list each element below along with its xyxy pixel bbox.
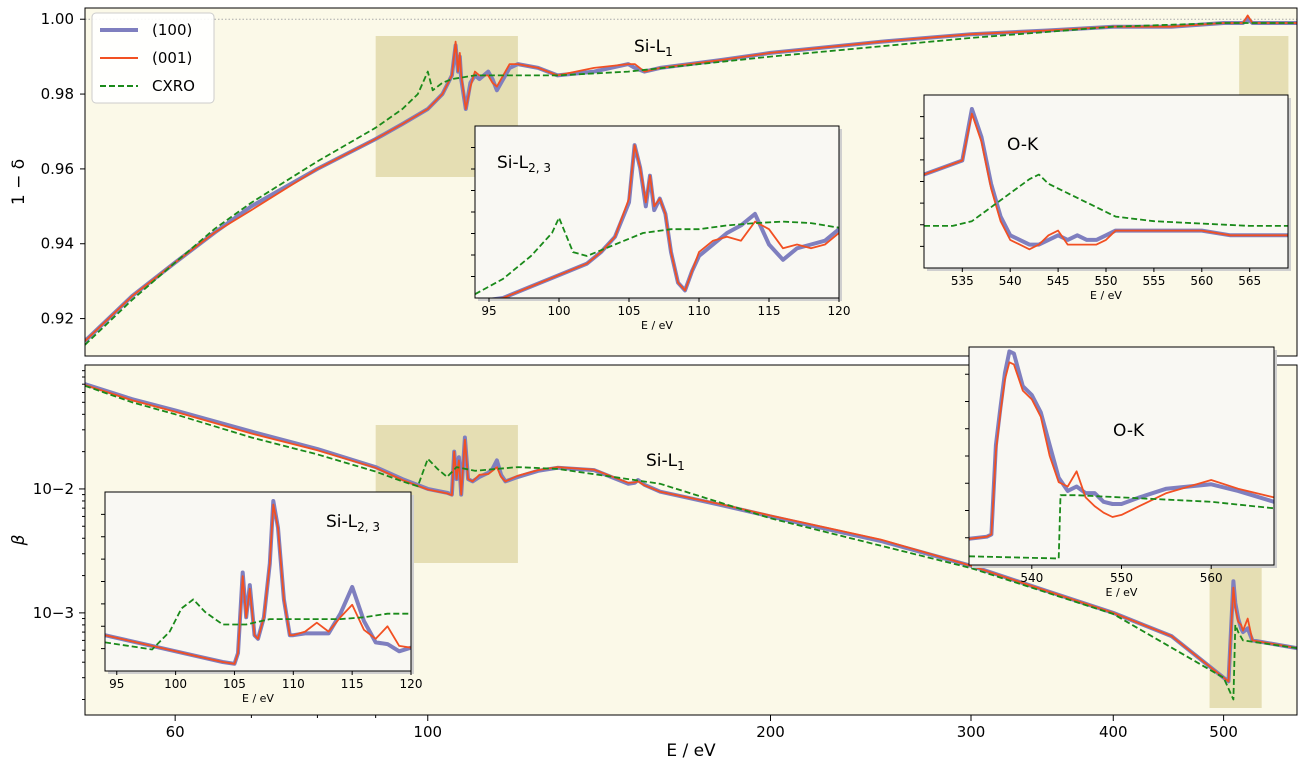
bottom-y-tick-label: 10−3 <box>33 604 74 622</box>
x-tick-label: 300 <box>957 723 986 741</box>
inset-bottom-si-background <box>105 492 411 671</box>
bottom-series <box>85 382 1297 701</box>
inset-top-si-x-tick-label: 110 <box>688 304 711 318</box>
top-series-001 <box>85 14 1297 342</box>
x-tick-label: 400 <box>1099 723 1128 741</box>
inset-top-o-x-tick-label: 545 <box>1047 274 1070 288</box>
inset-top-si-x-tick-label: 115 <box>758 304 781 318</box>
inset-top-si-x-tick-label: 95 <box>481 304 496 318</box>
inset-bottom-o-series <box>969 349 1274 560</box>
bottom-si-l1-subscript: 1 <box>677 459 685 473</box>
inset-top-si-x-tick-label: 100 <box>548 304 571 318</box>
top-y-axis-label: 1 − δ <box>9 159 29 205</box>
inset-top-o-series-001 <box>924 112 1288 251</box>
inset-bottom-si-x-tick-label: 110 <box>282 677 305 691</box>
inset-bottom-si-x-axis-label: E / eV <box>242 692 274 705</box>
inset-bottom-o-annotation: O-K <box>1113 421 1145 441</box>
bottom-plot-frame <box>84 364 1298 716</box>
inset-bottom-o: 540 550 560 E / eV O-K <box>965 346 1277 599</box>
inset-top-si-x-tick-label: 120 <box>828 304 851 318</box>
inset-top-o-annotation: O-K <box>1007 135 1039 155</box>
inset-top-si-background <box>475 126 839 298</box>
top-y-tick-label: 0.94 <box>41 235 74 253</box>
x-tick-label: 200 <box>756 723 785 741</box>
legend: (100) (001) CXRO <box>91 12 215 104</box>
top-y-tick-label: 0.96 <box>41 160 74 178</box>
top-si-l1-subscript: 1 <box>665 45 673 59</box>
inset-top-o-x-axis-label: E / eV <box>1090 289 1122 302</box>
bottom-y-axis-label: β <box>9 534 29 546</box>
inset-top-si-annotation-subscript: 2, 3 <box>528 161 551 175</box>
top-y-tick-label: 1.00 <box>41 10 74 28</box>
top-si-l1-annotation: Si-L1 <box>634 37 673 59</box>
inset-bottom-o-x-tick-label: 560 <box>1200 571 1223 585</box>
inset-bottom-si-x-tick-label: 115 <box>341 677 364 691</box>
top-plot-frame <box>84 7 1298 357</box>
inset-top-si-series <box>475 143 839 298</box>
top-series <box>85 14 1297 346</box>
inset-bottom-o-series-cxro <box>969 494 1274 560</box>
legend-label-cxro: CXRO <box>152 77 195 95</box>
inset-bottom-si-x-tick-label: 120 <box>400 677 423 691</box>
bottom-series-cxro <box>85 384 1297 701</box>
inset-top-si-x-axis-label: E / eV <box>641 319 673 332</box>
top-y-ticks: 0.92 0.94 0.96 0.98 1.00 <box>41 10 85 328</box>
inset-top-si-series-001 <box>496 144 839 298</box>
inset-bottom-o-background <box>969 347 1274 565</box>
inset-bottom-si-annotation-subscript: 2, 3 <box>357 520 380 534</box>
top-y-tick-label: 0.98 <box>41 85 74 103</box>
bottom-si-l1-annotation: Si-L1 <box>646 451 685 473</box>
inset-bottom-si-x-tick-label: 105 <box>223 677 246 691</box>
x-tick-label: 500 <box>1209 723 1238 741</box>
inset-top-o-x-tick-label: 535 <box>951 274 974 288</box>
legend-box <box>91 12 215 104</box>
inset-top-o: 535 540 545 550 555 560 565 E / eV O-K <box>920 94 1291 302</box>
inset-bottom-si-series-001 <box>105 503 411 665</box>
inset-bottom-si-x-tick-label: 100 <box>164 677 187 691</box>
inset-top-o-x-tick-label: 550 <box>1095 274 1118 288</box>
inset-bottom-si-series-cxro <box>105 598 411 651</box>
inset-top-o-series <box>924 107 1288 251</box>
inset-top-si-x-tick-label: 105 <box>618 304 641 318</box>
inset-top-o-background <box>924 95 1288 268</box>
inset-bottom-si-x-tick-label: 95 <box>109 677 124 691</box>
inset-top-si-series-cxro <box>475 216 839 295</box>
inset-top-o-series-cxro <box>924 173 1288 227</box>
inset-top-o-x-tick-label: 560 <box>1190 274 1213 288</box>
x-axis-label: E / eV <box>666 741 716 761</box>
x-tick-label: 100 <box>413 723 442 741</box>
inset-top-o-x-tick-label: 540 <box>999 274 1022 288</box>
bottom-x-ticks: 60 100 200 300 400 500 <box>166 715 1238 741</box>
bottom-y-tick-label: 10−2 <box>33 480 74 498</box>
inset-bottom-o-x-axis-label: E / eV <box>1106 586 1138 599</box>
bottom-y-ticks: 10−3 10−2 <box>33 370 85 701</box>
legend-label-100: (100) <box>152 21 192 39</box>
x-tick-label: 60 <box>166 723 185 741</box>
inset-bottom-o-series-001 <box>969 361 1274 540</box>
legend-label-001: (001) <box>152 49 192 67</box>
inset-bottom-o-x-tick-label: 540 <box>1020 571 1043 585</box>
inset-bottom-si-series <box>105 499 411 666</box>
inset-top-o-x-tick-label: 555 <box>1142 274 1165 288</box>
top-series-cxro <box>85 22 1297 346</box>
top-y-tick-label: 0.92 <box>41 310 74 328</box>
inset-top-o-x-tick-label: 565 <box>1238 274 1261 288</box>
inset-bottom-o-x-tick-label: 550 <box>1110 571 1133 585</box>
